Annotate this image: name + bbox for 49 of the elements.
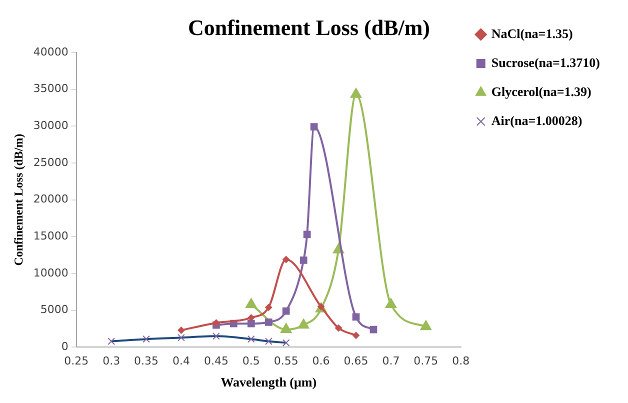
y-tick-label: 10000 — [33, 266, 68, 280]
y-tick-label: 15000 — [33, 230, 68, 243]
y-axis-title: Confinement Loss (dB/m) — [11, 134, 26, 266]
x-tick-label: 0.75 — [414, 354, 438, 368]
point — [282, 307, 290, 315]
point — [280, 323, 292, 334]
x-tick-label: 0.35 — [134, 354, 159, 368]
point — [245, 298, 257, 308]
point — [352, 332, 360, 339]
point — [350, 88, 362, 98]
y-tick-label: 25000 — [33, 156, 68, 169]
point — [282, 256, 290, 263]
legend-label: Air(na=1.00028) — [491, 112, 582, 128]
point — [385, 298, 397, 308]
x-tick-label: 0.7 — [382, 354, 400, 368]
legend-label: NaCl(na=1.35) — [491, 26, 573, 41]
y-tick-label: 30000 — [33, 118, 68, 132]
point — [264, 318, 272, 326]
y-tick-label: 40000 — [33, 45, 68, 58]
y-tick-label: 20000 — [33, 192, 68, 206]
x-tick-label: 0.55 — [274, 354, 298, 368]
point — [265, 304, 272, 311]
point — [370, 326, 378, 334]
y-tick-label: 5000 — [40, 303, 68, 316]
legend-label: Sucrose(na=1.3710) — [491, 54, 600, 70]
y-tick-label: 35000 — [33, 82, 68, 96]
x-tick-label: 0.5 — [242, 354, 260, 368]
x-axis-title: Wavelength (μm) — [220, 374, 317, 390]
point — [178, 326, 185, 334]
point — [298, 318, 310, 329]
point — [352, 313, 360, 321]
point — [303, 230, 311, 238]
x-tick-label: 0.25 — [64, 354, 89, 368]
chart-title: Confinement Loss (dB/m) — [188, 14, 430, 40]
legend-label: Glycerol(na=1.39) — [491, 84, 592, 99]
x-tick-label: 0.3 — [102, 354, 120, 368]
point — [212, 319, 220, 326]
point — [310, 123, 318, 131]
x-tick-label: 0.65 — [344, 354, 368, 368]
x-tick-label: 0.6 — [312, 354, 330, 368]
x-tick-label: 0.8 — [452, 354, 470, 368]
x-tick-label: 0.45 — [204, 354, 228, 368]
point — [335, 324, 342, 332]
y-tick-label: 0 — [61, 340, 68, 354]
point — [248, 314, 255, 322]
point — [420, 320, 432, 330]
x-tick-label: 0.4 — [172, 354, 190, 368]
point — [247, 320, 255, 328]
point — [300, 256, 308, 264]
